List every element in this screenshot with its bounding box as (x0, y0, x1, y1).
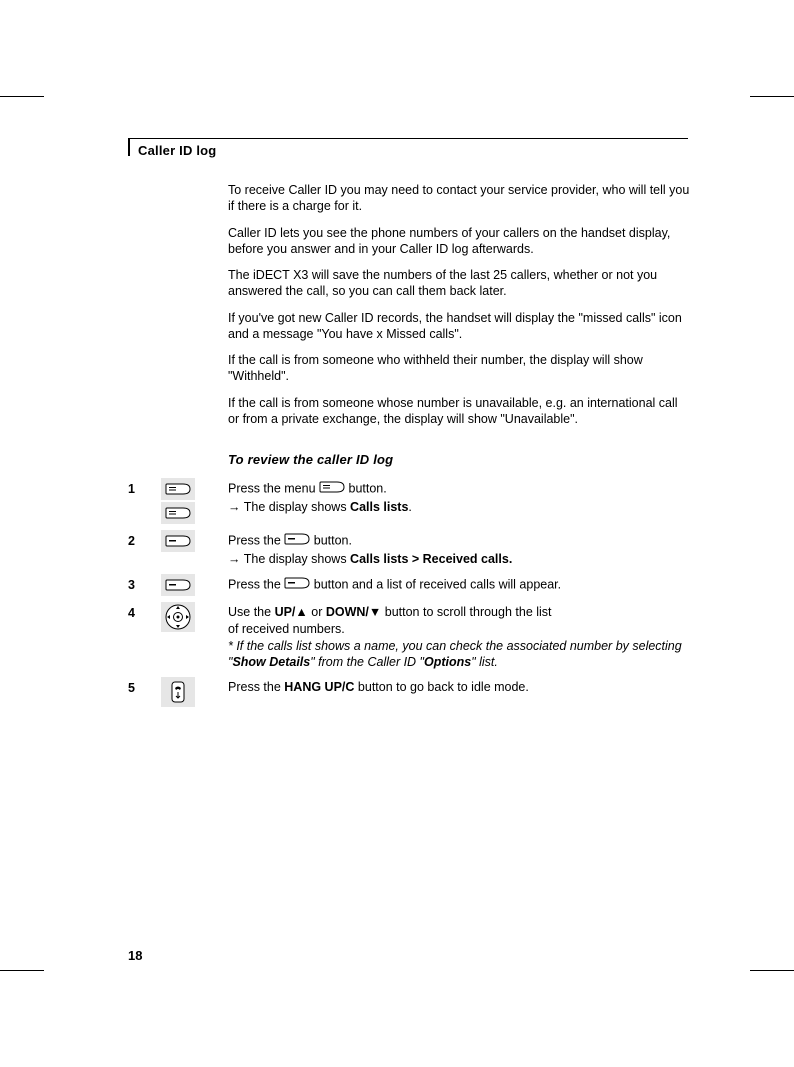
text-bold: Show Details (232, 655, 310, 669)
text: Press the menu (228, 482, 319, 496)
text: Press the (228, 680, 284, 694)
step-icon-col (158, 602, 198, 632)
step-icon-col (158, 677, 198, 707)
intro-text: To receive Caller ID you may need to con… (228, 182, 690, 437)
note-text: * If the calls list shows a name, you ca… (228, 639, 682, 670)
text: button. (310, 534, 352, 548)
text-bold: UP/ (275, 605, 296, 619)
text: " from the Caller ID " (310, 655, 424, 669)
text-bold: HANG UP/C (284, 680, 354, 694)
menu-button-icon (161, 574, 195, 596)
step-number: 5 (128, 677, 158, 695)
step-row: 5 Press the HANG UP/C button to go back … (128, 677, 690, 707)
step-row: 1 Press the menu button. → The display s… (128, 478, 690, 524)
page-title: Caller ID log (138, 143, 688, 158)
step-text: Use the UP/▲ or DOWN/▼ button to scroll … (198, 602, 690, 672)
arrow-icon: → (228, 500, 241, 514)
step-text: Press the button and a list of received … (198, 574, 690, 595)
text-bold: Calls lists (350, 500, 408, 514)
menu-button-icon-inline (284, 532, 310, 551)
nav-button-icon (161, 602, 195, 632)
step-text: Press the button. → The display shows Ca… (198, 530, 690, 568)
step-number: 4 (128, 602, 158, 620)
text-bold: Options (424, 655, 471, 669)
text: or (308, 605, 326, 619)
text: . (408, 500, 411, 514)
intro-p1: To receive Caller ID you may need to con… (228, 182, 690, 215)
text: of received numbers. (228, 622, 345, 636)
step-icon-col (158, 530, 198, 552)
intro-p3: The iDECT X3 will save the numbers of th… (228, 267, 690, 300)
step-row: 2 Press the button. → The display shows … (128, 530, 690, 568)
header-block: Caller ID log (128, 138, 688, 158)
text-bold: Calls lists > Received calls. (350, 552, 512, 566)
intro-p6: If the call is from someone whose number… (228, 395, 690, 428)
hangup-button-icon (161, 677, 195, 707)
step-text: Press the HANG UP/C button to go back to… (198, 677, 690, 696)
text: button to scroll through the list (381, 605, 551, 619)
text: button to go back to idle mode. (354, 680, 528, 694)
section-subtitle: To review the caller ID log (228, 452, 393, 467)
text: Press the (228, 534, 284, 548)
text: Press the (228, 577, 284, 591)
text: The display shows (241, 500, 351, 514)
arrow-icon: → (228, 552, 241, 566)
up-triangle-icon: ▲ (295, 605, 307, 619)
page-number: 18 (128, 948, 142, 963)
step-number: 3 (128, 574, 158, 592)
text: Use the (228, 605, 275, 619)
menu-button-icon-inline (284, 576, 310, 595)
crop-mark (750, 96, 794, 97)
crop-mark (0, 96, 44, 97)
crop-mark (750, 970, 794, 971)
step-number: 2 (128, 530, 158, 548)
text: " list. (471, 655, 498, 669)
menu-button-icon (161, 478, 195, 500)
text: button. (345, 482, 387, 496)
intro-p5: If the call is from someone who withheld… (228, 352, 690, 385)
menu-button-icon (161, 502, 195, 524)
step-row: 3 Press the button and a list of receive… (128, 574, 690, 596)
step-row: 4 Use the UP/▲ or DOWN/▼ button to scrol (128, 602, 690, 672)
intro-p2: Caller ID lets you see the phone numbers… (228, 225, 690, 258)
crop-mark (0, 970, 44, 971)
intro-p4: If you've got new Caller ID records, the… (228, 310, 690, 343)
step-icon-col (158, 478, 198, 524)
text: button and a list of received calls will… (310, 577, 561, 591)
step-number: 1 (128, 478, 158, 496)
menu-button-icon (161, 530, 195, 552)
text: The display shows (241, 552, 351, 566)
menu-button-icon-inline (319, 480, 345, 499)
page: Caller ID log To receive Caller ID you m… (0, 0, 794, 1067)
step-text: Press the menu button. → The display sho… (198, 478, 690, 516)
text-bold: DOWN/ (326, 605, 369, 619)
step-icon-col (158, 574, 198, 596)
down-triangle-icon: ▼ (369, 605, 381, 619)
steps-list: 1 Press the menu button. → The display s… (128, 478, 690, 713)
